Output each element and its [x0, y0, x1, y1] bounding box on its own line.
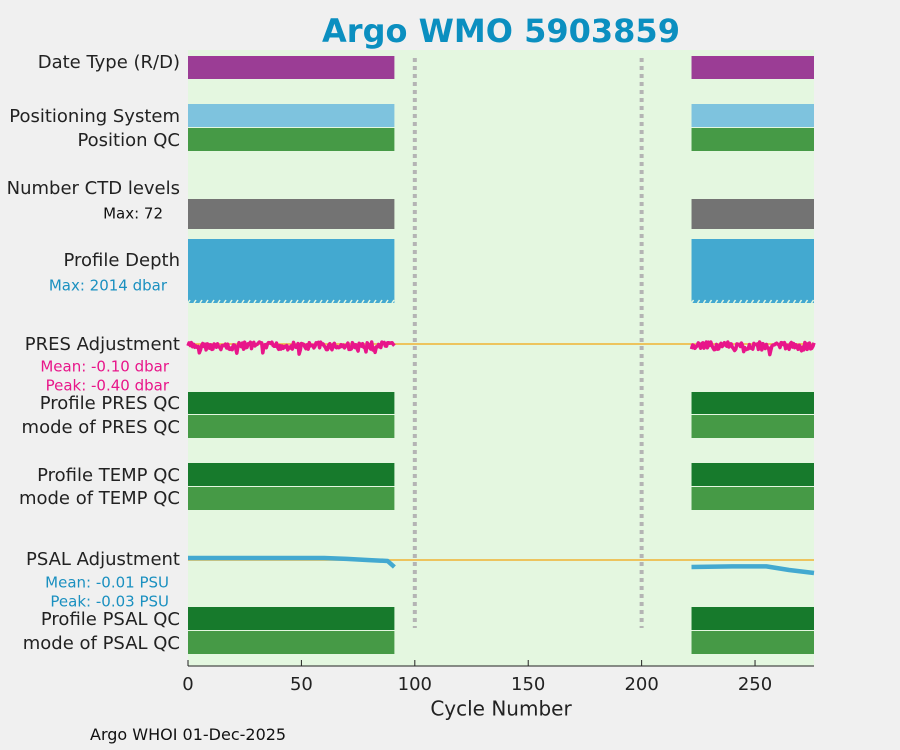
row-band: [691, 463, 814, 486]
row-label: Profile TEMP QC: [37, 465, 180, 486]
row-label: Positioning System: [9, 106, 180, 127]
row-band: [188, 607, 395, 630]
pres-adjustment-line: [186, 340, 396, 356]
row-band: [188, 199, 395, 229]
row-band: [188, 392, 395, 414]
x-tick-label: 100: [398, 674, 432, 695]
row-label: Profile Depth: [63, 250, 180, 271]
row-label: mode of PRES QC: [22, 417, 180, 438]
row-band: [691, 56, 814, 79]
row-label: Number CTD levels: [7, 178, 180, 199]
x-tick-label: 250: [738, 674, 772, 695]
row-band: [691, 392, 814, 414]
row-band: [188, 128, 395, 151]
row-annotation: Mean: -0.10 dbar: [40, 358, 170, 376]
row-annotation: Mean: -0.01 PSU: [45, 574, 169, 592]
chart-title: Argo WMO 5903859: [322, 12, 680, 50]
row-annotation: Peak: -0.40 dbar: [46, 377, 170, 395]
row-band: [691, 104, 814, 127]
row-label: Position QC: [77, 130, 180, 151]
footer-credit: Argo WHOI 01-Dec-2025: [90, 725, 287, 744]
row-annotation: Peak: -0.03 PSU: [50, 593, 169, 611]
row-annotation: Max: 2014 dbar: [49, 277, 168, 295]
row-band: [691, 199, 814, 229]
x-tick-label: 50: [290, 674, 313, 695]
depth-edge: [187, 299, 395, 304]
row-band: [188, 463, 395, 486]
x-tick-label: 150: [511, 674, 545, 695]
row-label: PSAL Adjustment: [26, 549, 180, 570]
row-label: mode of PSAL QC: [23, 633, 180, 654]
x-tick-label: 200: [624, 674, 658, 695]
row-band: [188, 415, 395, 438]
psal-adjustment-line: [188, 555, 396, 569]
row-band: [691, 631, 814, 654]
pres-adjustment-line: [689, 340, 816, 357]
row-band: [691, 487, 814, 510]
depth-edge: [690, 299, 815, 304]
psal-adjustment-line: [691, 564, 815, 576]
x-tick-label: 0: [182, 674, 193, 695]
row-band: [188, 631, 395, 654]
x-axis-label: Cycle Number: [430, 697, 572, 721]
row-band: [691, 128, 814, 151]
row-band: [691, 607, 814, 630]
row-label: mode of TEMP QC: [19, 488, 180, 509]
row-annotation: Max: 72: [103, 205, 163, 223]
plot-area: [188, 50, 814, 666]
row-band: [691, 415, 814, 438]
depth-band: [691, 239, 814, 303]
row-label: Profile PSAL QC: [41, 609, 180, 630]
row-label: Date Type (R/D): [38, 52, 180, 73]
row-label: Profile PRES QC: [40, 393, 180, 414]
row-band: [188, 56, 395, 79]
row-band: [188, 487, 395, 510]
row-label: PRES Adjustment: [25, 334, 180, 355]
row-band: [188, 104, 395, 127]
depth-band: [188, 239, 395, 303]
